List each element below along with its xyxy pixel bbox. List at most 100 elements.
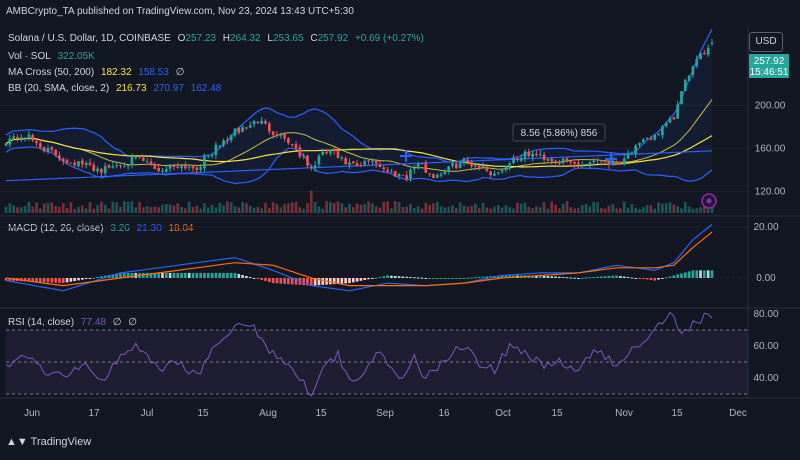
candle-body[interactable] [634, 145, 638, 155]
candle-body[interactable] [218, 145, 222, 147]
candle-body[interactable] [35, 141, 38, 144]
candle-body[interactable] [317, 155, 321, 165]
candle-body[interactable] [550, 158, 554, 162]
candle-body[interactable] [413, 168, 416, 170]
candle-body[interactable] [371, 160, 374, 162]
candle-body[interactable] [538, 154, 542, 156]
candle-body[interactable] [187, 166, 191, 168]
candle-body[interactable] [649, 138, 653, 140]
candle-body[interactable] [424, 162, 428, 173]
candle-body[interactable] [374, 160, 378, 164]
candle-body[interactable] [115, 165, 118, 167]
candle-body[interactable] [16, 137, 19, 140]
candle-body[interactable] [58, 155, 61, 159]
candle-body[interactable] [142, 157, 145, 161]
candle-body[interactable] [283, 134, 286, 139]
candle-body[interactable] [462, 158, 466, 164]
ma50-line[interactable] [5, 135, 713, 168]
candle-body[interactable] [176, 166, 180, 168]
candle-body[interactable] [279, 134, 283, 136]
candle-body[interactable] [470, 162, 473, 167]
candle-body[interactable] [149, 161, 153, 165]
candle-body[interactable] [565, 158, 569, 161]
candle-body[interactable] [54, 149, 57, 156]
candle-body[interactable] [477, 165, 481, 169]
candle-body[interactable] [50, 147, 54, 150]
candle-body[interactable] [603, 161, 607, 163]
candle-body[interactable] [661, 126, 664, 135]
candle-body[interactable] [527, 151, 531, 157]
candle-body[interactable] [195, 167, 199, 171]
candle-body[interactable] [122, 166, 126, 168]
candle-body[interactable] [435, 174, 439, 178]
candle-body[interactable] [600, 160, 603, 162]
candle-body[interactable] [153, 164, 157, 169]
bb-upper-line[interactable] [5, 28, 713, 163]
candle-body[interactable] [27, 134, 31, 138]
candle-body[interactable] [390, 171, 393, 173]
candle-body[interactable] [657, 134, 660, 136]
candle-body[interactable] [439, 174, 443, 176]
candle-body[interactable] [298, 147, 302, 157]
candle-body[interactable] [382, 167, 386, 170]
candle-body[interactable] [233, 128, 237, 136]
candle-body[interactable] [107, 165, 111, 168]
candle-body[interactable] [77, 161, 80, 167]
candle-body[interactable] [168, 165, 172, 169]
vol-legend[interactable]: Vol · SOL 322.05K [8, 51, 99, 62]
candle-body[interactable] [401, 174, 405, 176]
candle-body[interactable] [703, 52, 706, 55]
macd-legend[interactable]: MACD (12, 26, close) 3.26 21.30 18.04 [8, 223, 197, 234]
candle-body[interactable] [489, 171, 492, 176]
candle-body[interactable] [531, 153, 534, 158]
candle-body[interactable] [267, 123, 271, 132]
candle-body[interactable] [359, 165, 363, 167]
candle-body[interactable] [546, 159, 550, 161]
candle-body[interactable] [103, 165, 107, 174]
candle-body[interactable] [420, 163, 424, 165]
ma-cross-legend[interactable]: MA Cross (50, 200) 182.32 158.53 ∅ [8, 67, 188, 78]
candle-body[interactable] [161, 170, 164, 172]
candle-body[interactable] [676, 104, 679, 119]
candle-body[interactable] [222, 140, 225, 146]
candle-body[interactable] [214, 144, 218, 156]
candle-body[interactable] [474, 165, 477, 167]
candle-body[interactable] [428, 173, 431, 175]
candle-body[interactable] [386, 169, 389, 172]
candle-body[interactable] [111, 166, 115, 168]
candle-body[interactable] [588, 162, 592, 165]
candle-body[interactable] [508, 163, 512, 168]
candle-body[interactable] [88, 162, 92, 165]
candle-body[interactable] [615, 161, 618, 165]
candle-body[interactable] [432, 174, 435, 178]
candle-body[interactable] [290, 143, 294, 145]
candle-body[interactable] [680, 91, 683, 105]
candle-body[interactable] [31, 135, 35, 141]
candle-body[interactable] [645, 138, 649, 140]
candle-body[interactable] [683, 79, 687, 92]
candle-body[interactable] [706, 48, 710, 55]
candle-body[interactable] [130, 157, 134, 165]
candle-body[interactable] [260, 120, 264, 124]
candle-body[interactable] [126, 165, 130, 167]
candle-body[interactable] [363, 161, 367, 165]
candle-body[interactable] [500, 170, 504, 172]
candle-body[interactable] [561, 158, 565, 164]
candle-body[interactable] [367, 160, 370, 162]
candle-body[interactable] [672, 117, 676, 120]
candle-body[interactable] [241, 127, 244, 132]
macd-line[interactable] [5, 223, 713, 292]
candle-body[interactable] [554, 160, 557, 162]
candle-body[interactable] [252, 120, 256, 125]
candle-body[interactable] [84, 163, 88, 166]
candle-body[interactable] [287, 138, 290, 144]
candle-body[interactable] [39, 143, 42, 148]
candle-body[interactable] [69, 162, 73, 164]
candle-body[interactable] [584, 163, 588, 165]
macd-signal-line[interactable] [5, 231, 713, 287]
candle-body[interactable] [596, 159, 599, 161]
candle-body[interactable] [485, 166, 489, 171]
candle-body[interactable] [73, 162, 77, 166]
candle-body[interactable] [336, 150, 340, 158]
